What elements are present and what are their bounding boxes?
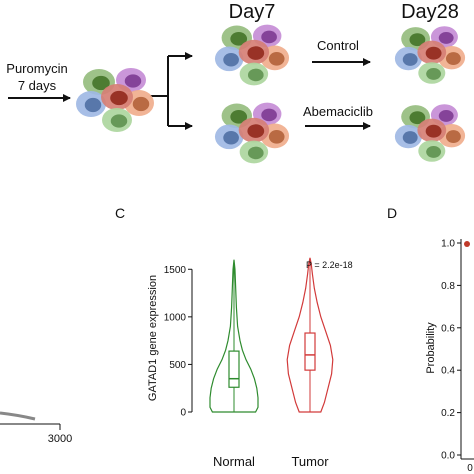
c-box-tumor (304, 332, 316, 371)
cell-nucleus-green (409, 33, 426, 47)
d-y-tick-label: 0.2 (441, 408, 455, 419)
d-y-tick-label: 0.8 (441, 281, 455, 292)
panel-d: D Probability 0.0 0.2 0.4 0.6 0.8 1.0 0 (387, 205, 474, 474)
cell-nucleus-green (230, 32, 248, 46)
cell-nucleus-purple (124, 74, 142, 88)
left-x-tick-label: 3000 (48, 433, 72, 445)
d-x-tick-label: 0 (467, 463, 473, 474)
cell-nucleus-red (247, 124, 265, 138)
c-y-tick-label: 0 (180, 408, 186, 419)
cell-nucleus-red (425, 124, 442, 138)
c-p-value: P = 2.2e-18 (306, 260, 353, 270)
cell-nucleus-blue (84, 97, 102, 113)
panel-c-label: C (115, 205, 125, 221)
panel-d-label: D (387, 205, 397, 221)
cell-nucleus-lightgreen (426, 145, 442, 158)
abemaciclib-label: Abemaciclib (303, 104, 373, 119)
d-y-axis-label: Probability (425, 322, 437, 374)
cell-nucleus-orange (268, 130, 285, 144)
cell-nucleus-orange (445, 52, 461, 66)
cell-cluster-day28-drug (394, 104, 466, 162)
d-y-tick-label: 0.6 (441, 323, 455, 334)
c-violin-tumor (286, 257, 334, 413)
cell-cluster-day7-drug (214, 102, 290, 164)
c-x-tick-label: Normal (213, 454, 255, 469)
cell-nucleus-purple (438, 31, 454, 44)
cell-nucleus-red (247, 46, 265, 60)
cell-nucleus-lightgreen (247, 146, 264, 160)
cell-cluster-initial (76, 68, 154, 132)
days-label: 7 days (18, 78, 57, 93)
d-y-tick-label: 1.0 (441, 239, 455, 250)
cell-nucleus-green (409, 111, 426, 125)
control-label: Control (317, 38, 359, 53)
d-axes: 0.0 0.2 0.4 0.6 0.8 1.0 0 (441, 239, 474, 474)
cell-cluster-day28-control (394, 26, 466, 84)
cell-nucleus-orange (132, 96, 150, 112)
cell-nucleus-green (230, 110, 248, 124)
cell-nucleus-red (425, 46, 442, 60)
c-box-normal (228, 350, 240, 388)
day28-label: Day28 (401, 1, 459, 23)
d-data-point (464, 241, 470, 247)
cell-nucleus-lightgreen (247, 68, 264, 82)
c-violins (209, 257, 334, 413)
cell-nucleus-blue (223, 130, 239, 145)
c-y-tick-label: 500 (169, 360, 186, 371)
cell-nucleus-green (92, 75, 110, 91)
cell-nucleus-purple (261, 108, 277, 122)
cell-nucleus-orange (445, 130, 461, 144)
cell-nucleus-blue (402, 53, 418, 66)
cell-nucleus-lightgreen (110, 114, 128, 128)
c-y-tick-label: 1000 (164, 312, 187, 323)
panel-c: C GATAD1 gene expression 0 500 1000 1500 Nor… (115, 205, 353, 469)
cell-nucleus-red (110, 90, 128, 106)
puromycin-label: Puromycin (6, 61, 67, 76)
cell-nucleus-purple (438, 109, 454, 122)
cell-cluster-day7-control (214, 24, 290, 86)
left-partial-panel: 3000 (0, 411, 72, 445)
left-curve (0, 411, 36, 421)
c-x-tick-label: Tumor (291, 454, 329, 469)
branch-connector (150, 52, 193, 130)
c-y-axis-label: GATAD1 gene expression (147, 275, 159, 401)
d-y-tick-label: 0.0 (441, 451, 455, 462)
cell-nucleus-orange (268, 52, 285, 66)
workflow-diagram: Day7 Day28 Puromycin 7 days Control Abem… (6, 1, 466, 164)
c-y-tick-label: 1500 (164, 265, 187, 276)
day7-label: Day7 (229, 1, 276, 23)
cell-nucleus-blue (223, 52, 239, 67)
cell-nucleus-blue (402, 131, 418, 144)
c-axes: 0 500 1000 1500 Normal Tumor (164, 265, 329, 469)
cell-nucleus-lightgreen (426, 67, 442, 80)
cell-nucleus-purple (261, 30, 277, 44)
d-y-tick-label: 0.4 (441, 366, 455, 377)
